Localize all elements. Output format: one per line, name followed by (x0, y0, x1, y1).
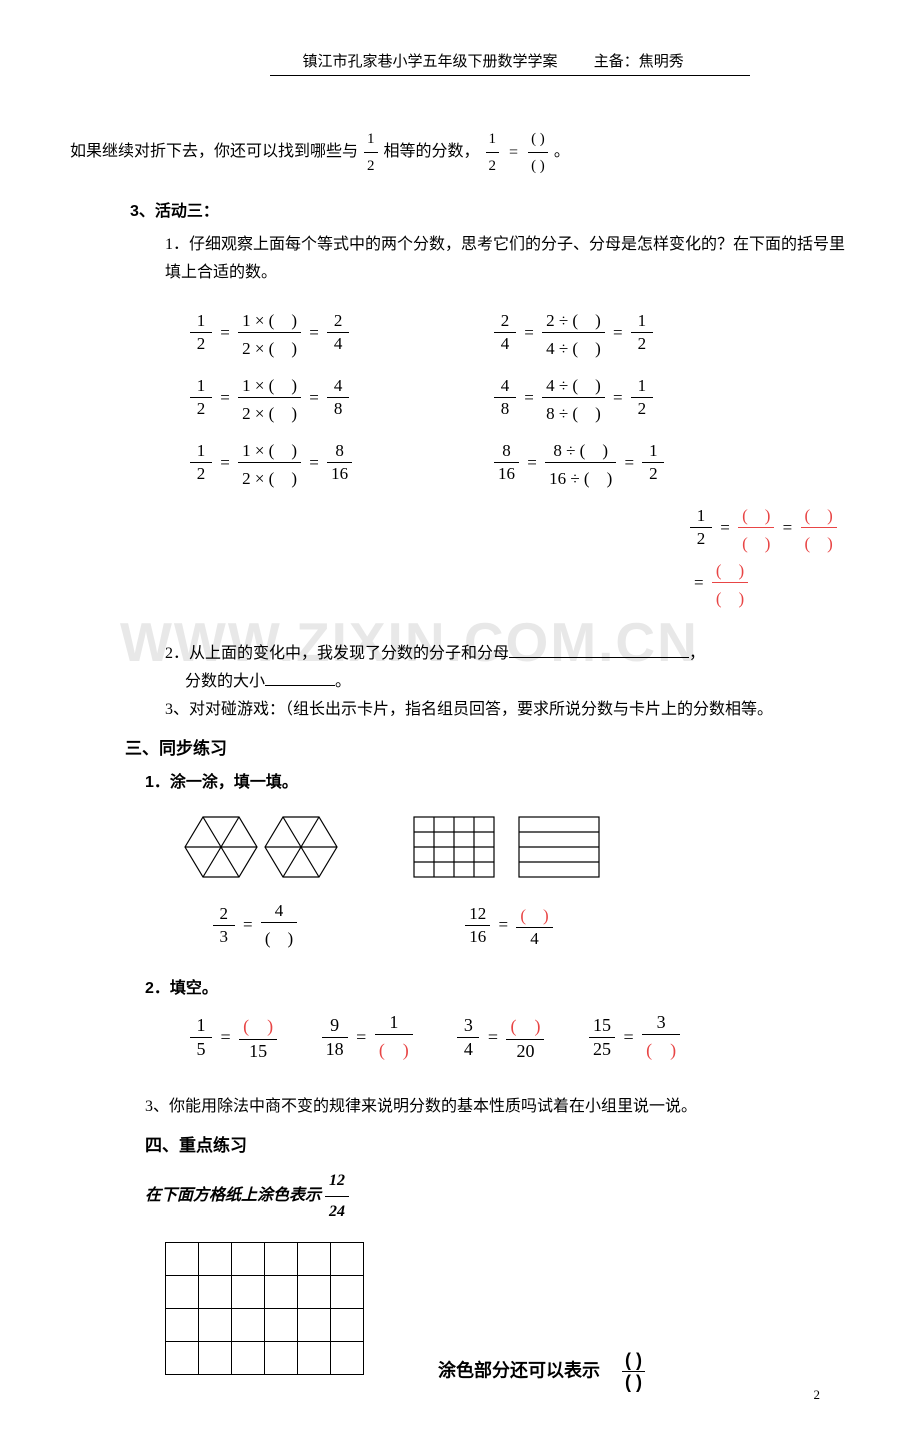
s4-rhs: 涂色部分还可以表示 ( ) ( ) (438, 1350, 647, 1393)
intro-line: 如果继续对折下去，你还可以找到哪些与 1 2 相等的分数， 1 2 = ( ) … (70, 126, 850, 179)
section3-title: 三、同步练习 (125, 734, 850, 759)
hexagon-group: 23 = 4( ) (165, 807, 345, 950)
intro-end: 。 (554, 143, 570, 160)
grid-shapes-icon (409, 807, 609, 887)
eq-r2-left: 12 = 1 × ( )2 × ( ) = 48 (190, 370, 490, 425)
activity3-item2b: 分数的大小。 (185, 668, 850, 696)
chain-equation: 12 = ( )( ) = ( )( ) = ( )( ) (690, 500, 850, 610)
activity3-label: 3、活动三： (130, 199, 850, 225)
shapes-row: 23 = 4( ) 1216 = (165, 807, 850, 950)
eq-r2-right: 48 = 4 ÷ ( )8 ÷ ( ) = 12 (494, 370, 794, 425)
grid-group: 1216 = ( )4 (409, 807, 609, 950)
eq-r3-left: 12 = 1 × ( )2 × ( ) = 816 (190, 435, 490, 490)
blank-line-sm[interactable] (265, 671, 335, 686)
frac-half: 1 2 (364, 126, 378, 179)
eq-r3-right: 816 = 8 ÷ ( )16 ÷ ( ) = 12 (494, 435, 794, 490)
s4-body: 涂色部分还可以表示 ( ) ( ) (165, 1242, 850, 1393)
fill-2: 918 = 1( ) (322, 1011, 413, 1063)
activity3-item3: 3、对对碰游戏：（组长出示卡片，指名组员回答，要求所说分数与卡片上的分数相等。 (165, 696, 850, 724)
s4-rhs-frac: ( ) ( ) (622, 1350, 645, 1393)
eq-r1-left: 12 = 1 × ( )2 × ( ) = 24 (190, 305, 490, 360)
activity3-item2: 2．从上面的变化中，我发现了分数的分子和分母， (165, 640, 850, 668)
eq-r1-right: 24 = 2 ÷ ( )4 ÷ ( ) = 12 (494, 305, 794, 360)
fill-1: 15 = ( )15 (190, 1011, 277, 1063)
q3-text: 3、你能用除法中商不变的规律来说明分数的基本性质吗试着在小组里说一说。 (145, 1093, 850, 1121)
equation-block: 12 = 1 × ( )2 × ( ) = 24 24 = 2 ÷ ( )4 ÷… (190, 305, 850, 610)
hexagon-shapes-icon (165, 807, 345, 887)
header-teacher: 主备：焦明秀 (594, 50, 749, 71)
page-header: 镇江市孔家巷小学五年级下册数学学案 主备：焦明秀 (270, 50, 750, 76)
intro-mid: 相等的分数， (384, 143, 480, 160)
frac-half-2: 1 2 (486, 126, 500, 179)
q1-title: 1．涂一涂，填一填。 (145, 769, 850, 797)
intro-pre: 如果继续对折下去，你还可以找到哪些与 (70, 143, 358, 160)
blank-line[interactable] (509, 643, 689, 658)
activity3-item1: 1．仔细观察上面每个等式中的两个分数，思考它们的分子、分母是怎样变化的？在下面的… (165, 231, 850, 287)
frac-blank: ( ) ( ) (528, 126, 548, 179)
header-school: 镇江市孔家巷小学五年级下册数学学案 (270, 50, 590, 71)
s4-prompt: 在下面方格纸上涂色表示 1224 (145, 1166, 850, 1227)
fill-3: 34 = ( )20 (457, 1011, 544, 1063)
grid-6x4 (165, 1242, 364, 1375)
fill-4: 1525 = 3( ) (589, 1011, 680, 1063)
fill-row: 15 = ( )15 918 = 1( ) 34 = ( )20 1525 = … (190, 1011, 850, 1063)
equals: = (509, 140, 518, 166)
q2-title: 2．填空。 (145, 975, 850, 1003)
section4-title: 四、重点练习 (145, 1131, 850, 1156)
